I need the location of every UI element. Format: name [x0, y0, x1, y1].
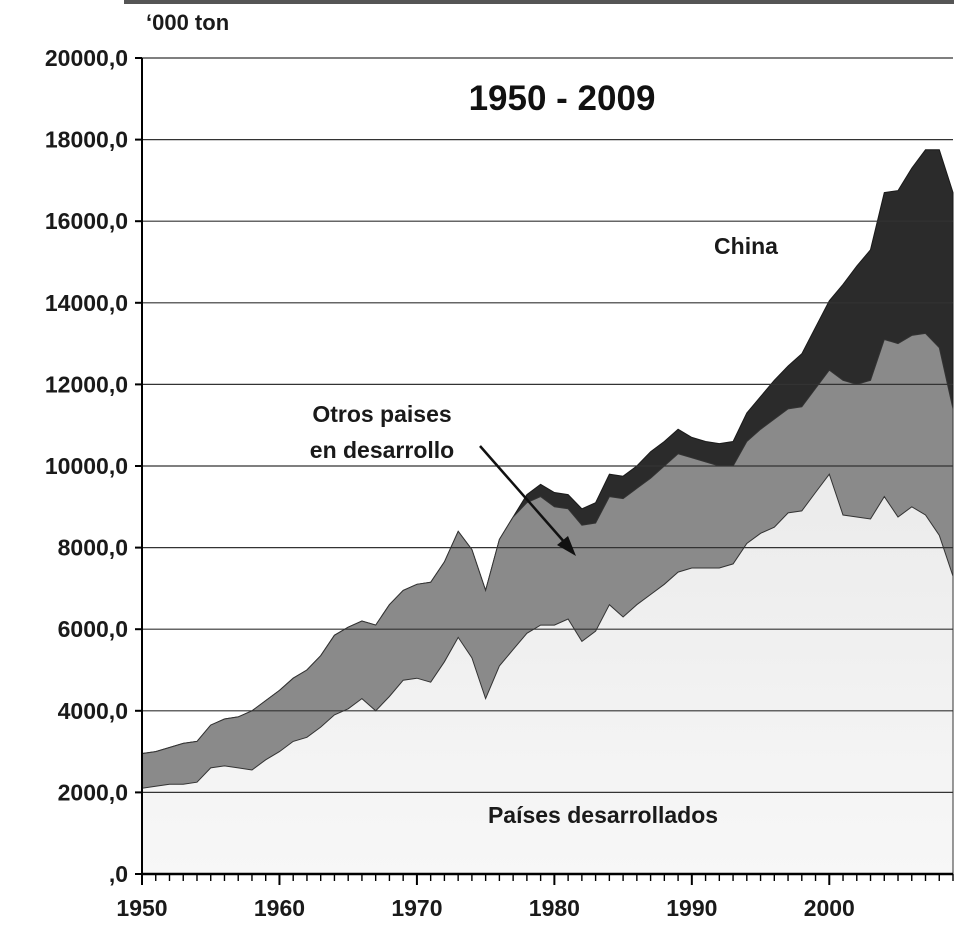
x-tick-label: 1990 [666, 895, 717, 921]
y-tick-label: 20000,0 [45, 45, 128, 71]
label-otros-paises-line1: Otros paises [312, 401, 451, 427]
y-tick-label: 16000,0 [45, 208, 128, 234]
x-axis-ticks [141, 874, 954, 885]
y-tick-label: 10000,0 [45, 453, 128, 479]
x-tick-label: 1980 [529, 895, 580, 921]
y-tick-label: 6000,0 [58, 616, 128, 642]
y-tick-label: 14000,0 [45, 290, 128, 316]
annotation-arrow [479, 445, 576, 556]
y-tick-label: 12000,0 [45, 371, 128, 397]
y-axis-ticks [135, 57, 142, 875]
chart-title: 1950 - 2009 [469, 79, 656, 118]
x-axis-tick-labels: 1950 1960 1970 1980 1990 2000 [116, 895, 854, 921]
y-axis-tick-labels: ,0 2000,0 4000,0 6000,0 8000,0 10000,0 12000,0… [45, 45, 128, 887]
y-tick-label: 8000,0 [58, 535, 128, 561]
gridlines [142, 57, 953, 794]
x-tick-label: 1960 [254, 895, 305, 921]
y-tick-label: 4000,0 [58, 698, 128, 724]
x-tick-label: 2000 [804, 895, 855, 921]
unit-label: ‘000 ton [146, 10, 229, 35]
label-china: China [714, 233, 778, 259]
x-tick-label: 1950 [116, 895, 167, 921]
x-tick-label: 1970 [391, 895, 442, 921]
label-otros-paises-line2: en desarrollo [310, 437, 454, 463]
y-tick-label: 18000,0 [45, 127, 128, 153]
area-paises-desarrollados [141, 473, 954, 875]
label-paises-desarrollados: Países desarrollados [488, 802, 718, 828]
y-tick-label: 2000,0 [58, 779, 128, 805]
y-tick-label: ,0 [109, 861, 128, 887]
